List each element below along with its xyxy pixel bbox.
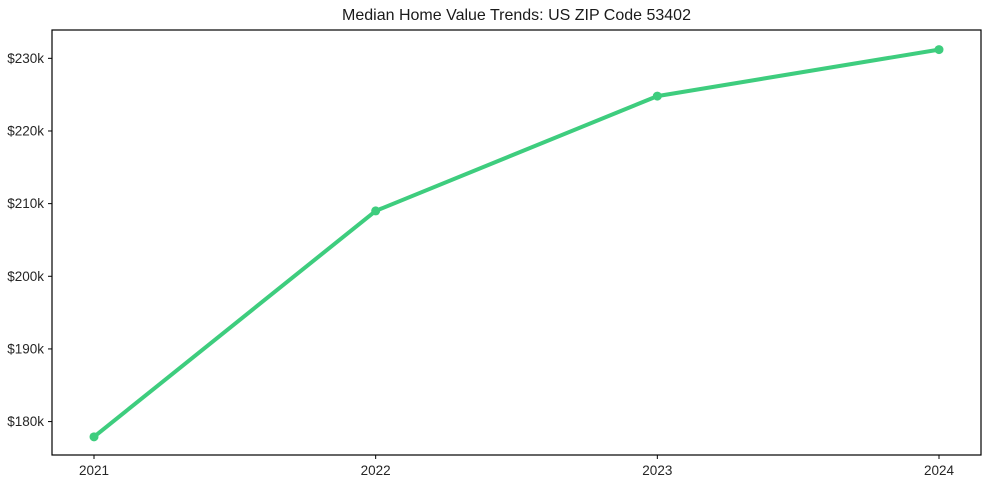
x-tick-label: 2022 <box>361 463 391 478</box>
data-point <box>89 432 99 442</box>
plot-frame <box>51 29 982 456</box>
data-point <box>652 91 662 101</box>
x-tick-label: 2024 <box>924 463 955 478</box>
data-point <box>371 206 381 216</box>
y-tick-label: $190k <box>7 341 44 356</box>
y-tick-label: $180k <box>7 414 44 429</box>
y-tick-label: $210k <box>7 196 44 211</box>
x-tick-label: 2021 <box>79 463 109 478</box>
y-tick-label: $200k <box>7 269 44 284</box>
data-point <box>934 45 944 55</box>
trend-line <box>92 47 941 439</box>
y-tick-label: $230k <box>7 51 44 66</box>
y-tick-label: $220k <box>7 123 44 138</box>
x-tick-label: 2023 <box>642 463 672 478</box>
chart-title: Median Home Value Trends: US ZIP Code 53… <box>342 7 691 24</box>
